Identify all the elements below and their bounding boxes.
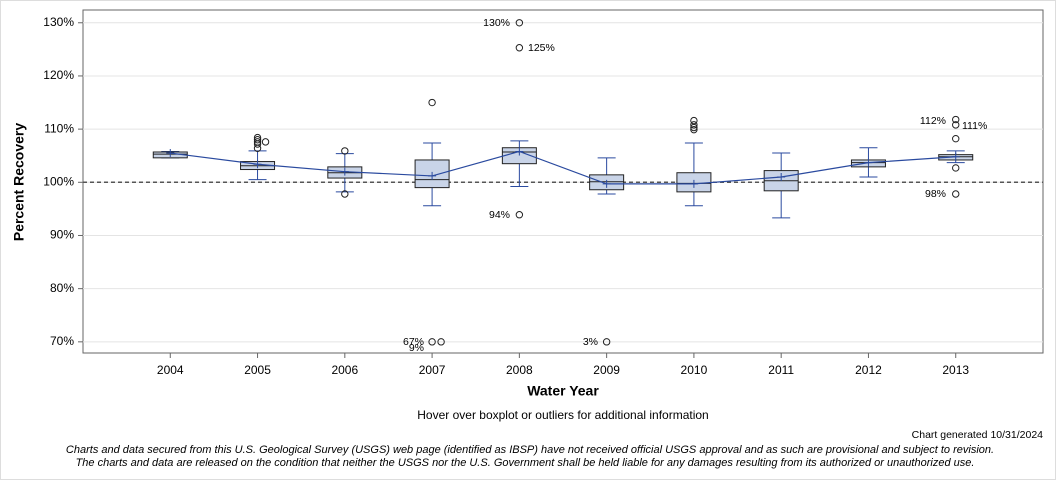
x-tick-label: 2004 bbox=[157, 363, 184, 377]
y-tick-label: 110% bbox=[44, 121, 74, 135]
outlier bbox=[952, 121, 960, 129]
outlier-label: 9% bbox=[409, 342, 424, 354]
outlier bbox=[515, 211, 524, 219]
outlier bbox=[952, 115, 960, 124]
mean-line bbox=[170, 150, 956, 185]
outlier bbox=[690, 125, 698, 134]
y-tick-label: 70% bbox=[50, 334, 74, 348]
outlier-label: 112% bbox=[920, 115, 946, 127]
outlier-label: 125% bbox=[528, 42, 555, 54]
outlier bbox=[428, 98, 436, 107]
y-tick-label: 120% bbox=[43, 68, 74, 82]
outlier bbox=[952, 164, 960, 172]
x-axis-label: Water Year bbox=[527, 383, 599, 399]
y-tick-label: 100% bbox=[43, 174, 74, 188]
outlier bbox=[253, 140, 262, 148]
outlier-label: 94% bbox=[489, 209, 510, 221]
outlier-label: 111% bbox=[962, 120, 987, 132]
x-tick-label: 2012 bbox=[855, 363, 882, 377]
x-tick-label: 2010 bbox=[681, 363, 708, 377]
outlier bbox=[602, 338, 611, 346]
outlier bbox=[428, 338, 436, 346]
plot-frame bbox=[82, 9, 1044, 354]
outlier bbox=[253, 136, 262, 144]
x-tick-label: 2007 bbox=[419, 363, 446, 377]
y-tick-label: 80% bbox=[50, 281, 74, 295]
outlier-label: 3% bbox=[583, 336, 598, 348]
disclaimer: Charts and data secured from this U.S. G… bbox=[66, 444, 994, 456]
x-tick-label: 2009 bbox=[593, 363, 620, 377]
outlier bbox=[515, 44, 524, 52]
y-axis-label: Percent Recovery bbox=[11, 123, 27, 242]
x-tick-label: 2011 bbox=[768, 363, 794, 377]
outlier bbox=[261, 138, 270, 146]
y-tick-label: 90% bbox=[50, 228, 74, 242]
outlier bbox=[952, 134, 960, 143]
outlier-label: 67% bbox=[403, 336, 424, 348]
generated-note: Chart generated 10/31/2024 bbox=[912, 429, 1044, 441]
outlier bbox=[952, 190, 960, 198]
outlier bbox=[690, 123, 698, 132]
x-tick-label: 2006 bbox=[331, 363, 358, 377]
outlier-label: 130% bbox=[483, 17, 510, 29]
disclaimer: The charts and data are released on the … bbox=[76, 457, 975, 469]
x-tick-label: 2005 bbox=[244, 363, 271, 377]
outlier bbox=[437, 338, 445, 346]
outlier bbox=[341, 190, 349, 198]
x-tick-label: 2013 bbox=[942, 363, 969, 377]
outlier bbox=[253, 144, 262, 152]
outlier bbox=[515, 19, 524, 27]
outlier-label: 98% bbox=[925, 188, 946, 200]
y-tick-label: 130% bbox=[43, 15, 74, 29]
outlier bbox=[690, 121, 698, 129]
outlier bbox=[341, 147, 349, 155]
x-tick-label: 2008 bbox=[506, 363, 533, 377]
outlier bbox=[690, 116, 698, 125]
hover-note: Hover over boxplot or outliers for addit… bbox=[417, 408, 708, 422]
